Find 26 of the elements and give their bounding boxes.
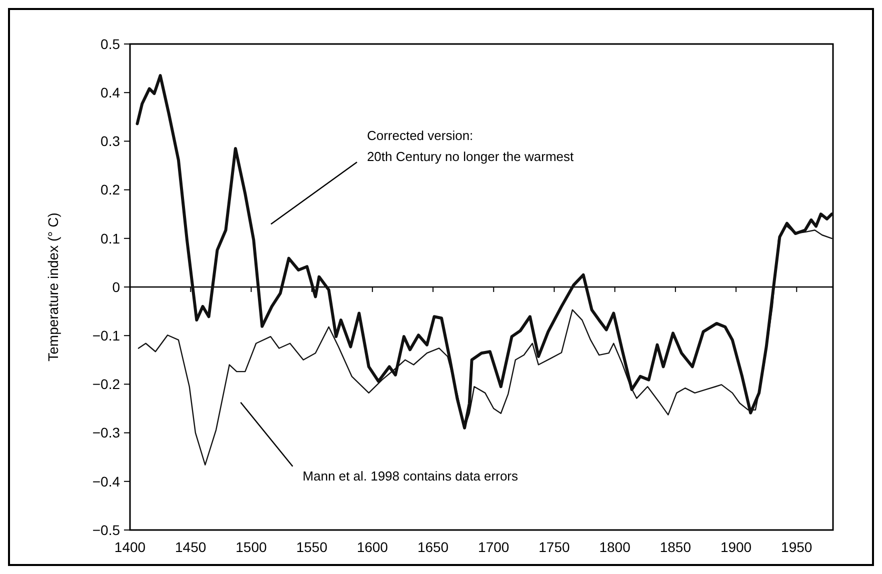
y-tick-label: −0.4 [92, 473, 120, 490]
y-tick-label: −0.1 [92, 328, 120, 344]
y-tick-label: 0.1 [100, 230, 120, 246]
y-tick-label: −0.2 [92, 376, 120, 392]
x-tick-label: 1900 [720, 539, 752, 555]
y-axis-title: Temperature index (° C) [45, 212, 61, 362]
y-tick-label: 0.4 [100, 84, 120, 100]
x-tick-label: 1850 [660, 539, 692, 555]
y-tick-label: 0 [112, 278, 120, 295]
annotation: Mann et al. 1998 contains data errors [302, 468, 519, 484]
y-tick-label: 0.5 [100, 36, 120, 52]
y-tick-label: 0.2 [100, 182, 120, 198]
x-tick-label: 1650 [417, 539, 449, 555]
y-tick-label: −0.3 [92, 424, 120, 441]
x-tick-label: 1700 [478, 539, 510, 555]
x-tick-label: 1550 [296, 539, 328, 555]
y-tick-label: 0.3 [100, 133, 120, 150]
x-tick-label: 1450 [175, 539, 206, 555]
x-tick-label: 1950 [781, 539, 812, 555]
annotation: Corrected version: 20th Century no longer the warmest [366, 128, 574, 164]
y-tick-label: −0.5 [92, 522, 120, 538]
x-tick-label: 1400 [114, 539, 146, 555]
x-tick-label: 1600 [356, 539, 388, 555]
x-tick-label: 1800 [599, 539, 631, 555]
x-tick-label: 1500 [236, 539, 267, 555]
x-tick-label: 1750 [538, 539, 570, 555]
